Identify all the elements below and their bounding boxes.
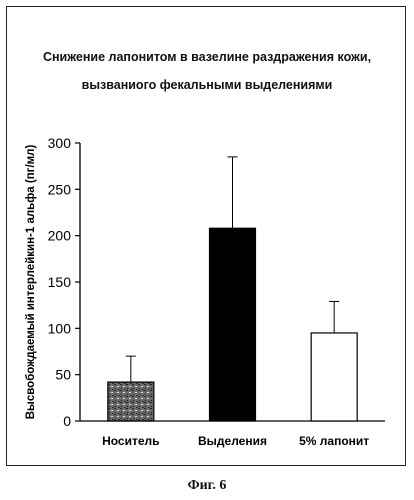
y-tick-label: 50 (55, 367, 71, 383)
figure-caption: Фиг. 6 (0, 478, 414, 494)
y-tick-label: 250 (48, 181, 72, 197)
bar-chart: 0 50 100 150 200 250 300 Носитель Выделения 5% л… (0, 0, 414, 470)
bars (108, 157, 357, 421)
bar (311, 333, 357, 421)
y-axis-label: Высвобождаемый интерлейкин-1 альфа (пг/м… (25, 145, 37, 420)
bar (108, 382, 154, 421)
y-tick-label: 0 (63, 413, 71, 429)
y-tick-label: 300 (48, 135, 72, 151)
y-tick-label: 100 (48, 320, 72, 336)
y-ticks: 0 50 100 150 200 250 300 (48, 135, 80, 429)
x-tick-label: Носитель (102, 434, 159, 448)
bar (210, 228, 256, 421)
x-tick-labels: Носитель Выделения 5% лапонит (102, 434, 369, 448)
x-tick-label: Выделения (198, 434, 267, 448)
y-tick-label: 150 (48, 274, 72, 290)
x-tick-label: 5% лапонит (299, 434, 369, 448)
y-tick-label: 200 (48, 228, 72, 244)
